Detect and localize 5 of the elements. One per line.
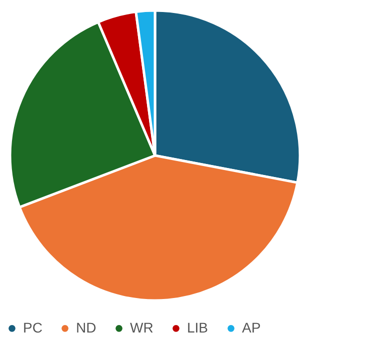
- legend-label: WR: [130, 319, 154, 336]
- legend-label: ND: [76, 319, 96, 336]
- legend-label: PC: [23, 319, 42, 336]
- legend-label: LIB: [187, 319, 208, 336]
- legend-label: AP: [242, 319, 261, 336]
